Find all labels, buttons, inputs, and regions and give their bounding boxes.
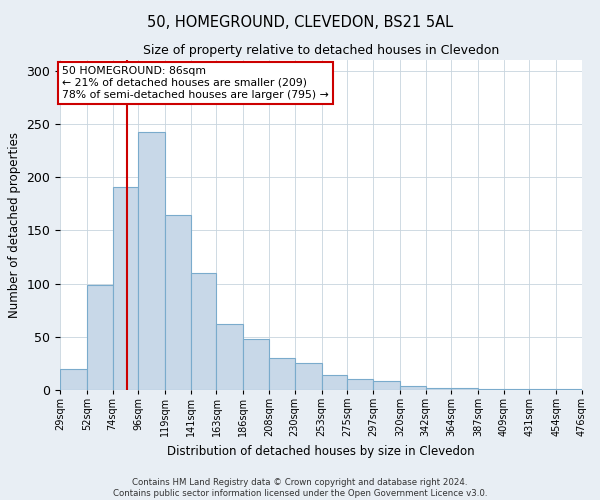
Bar <box>138 132 165 390</box>
Bar <box>191 273 217 390</box>
Bar <box>556 389 582 390</box>
Bar <box>269 358 295 390</box>
Title: Size of property relative to detached houses in Clevedon: Size of property relative to detached ho… <box>143 44 499 58</box>
Bar <box>87 284 113 390</box>
Bar <box>347 380 373 390</box>
Bar <box>60 368 87 390</box>
Bar <box>322 375 347 390</box>
Bar <box>451 388 478 390</box>
Text: 50 HOMEGROUND: 86sqm
← 21% of detached houses are smaller (209)
78% of semi-deta: 50 HOMEGROUND: 86sqm ← 21% of detached h… <box>62 66 329 100</box>
Bar <box>217 324 244 390</box>
Bar <box>295 364 322 390</box>
Bar <box>113 186 138 390</box>
Bar <box>165 216 191 390</box>
X-axis label: Distribution of detached houses by size in Clevedon: Distribution of detached houses by size … <box>167 445 475 458</box>
Bar <box>400 386 425 390</box>
Bar <box>373 382 400 390</box>
Bar <box>244 339 269 390</box>
Y-axis label: Number of detached properties: Number of detached properties <box>8 132 21 318</box>
Bar <box>425 388 451 390</box>
Bar <box>478 389 504 390</box>
Text: 50, HOMEGROUND, CLEVEDON, BS21 5AL: 50, HOMEGROUND, CLEVEDON, BS21 5AL <box>147 15 453 30</box>
Bar <box>504 389 529 390</box>
Text: Contains HM Land Registry data © Crown copyright and database right 2024.
Contai: Contains HM Land Registry data © Crown c… <box>113 478 487 498</box>
Bar <box>529 389 556 390</box>
